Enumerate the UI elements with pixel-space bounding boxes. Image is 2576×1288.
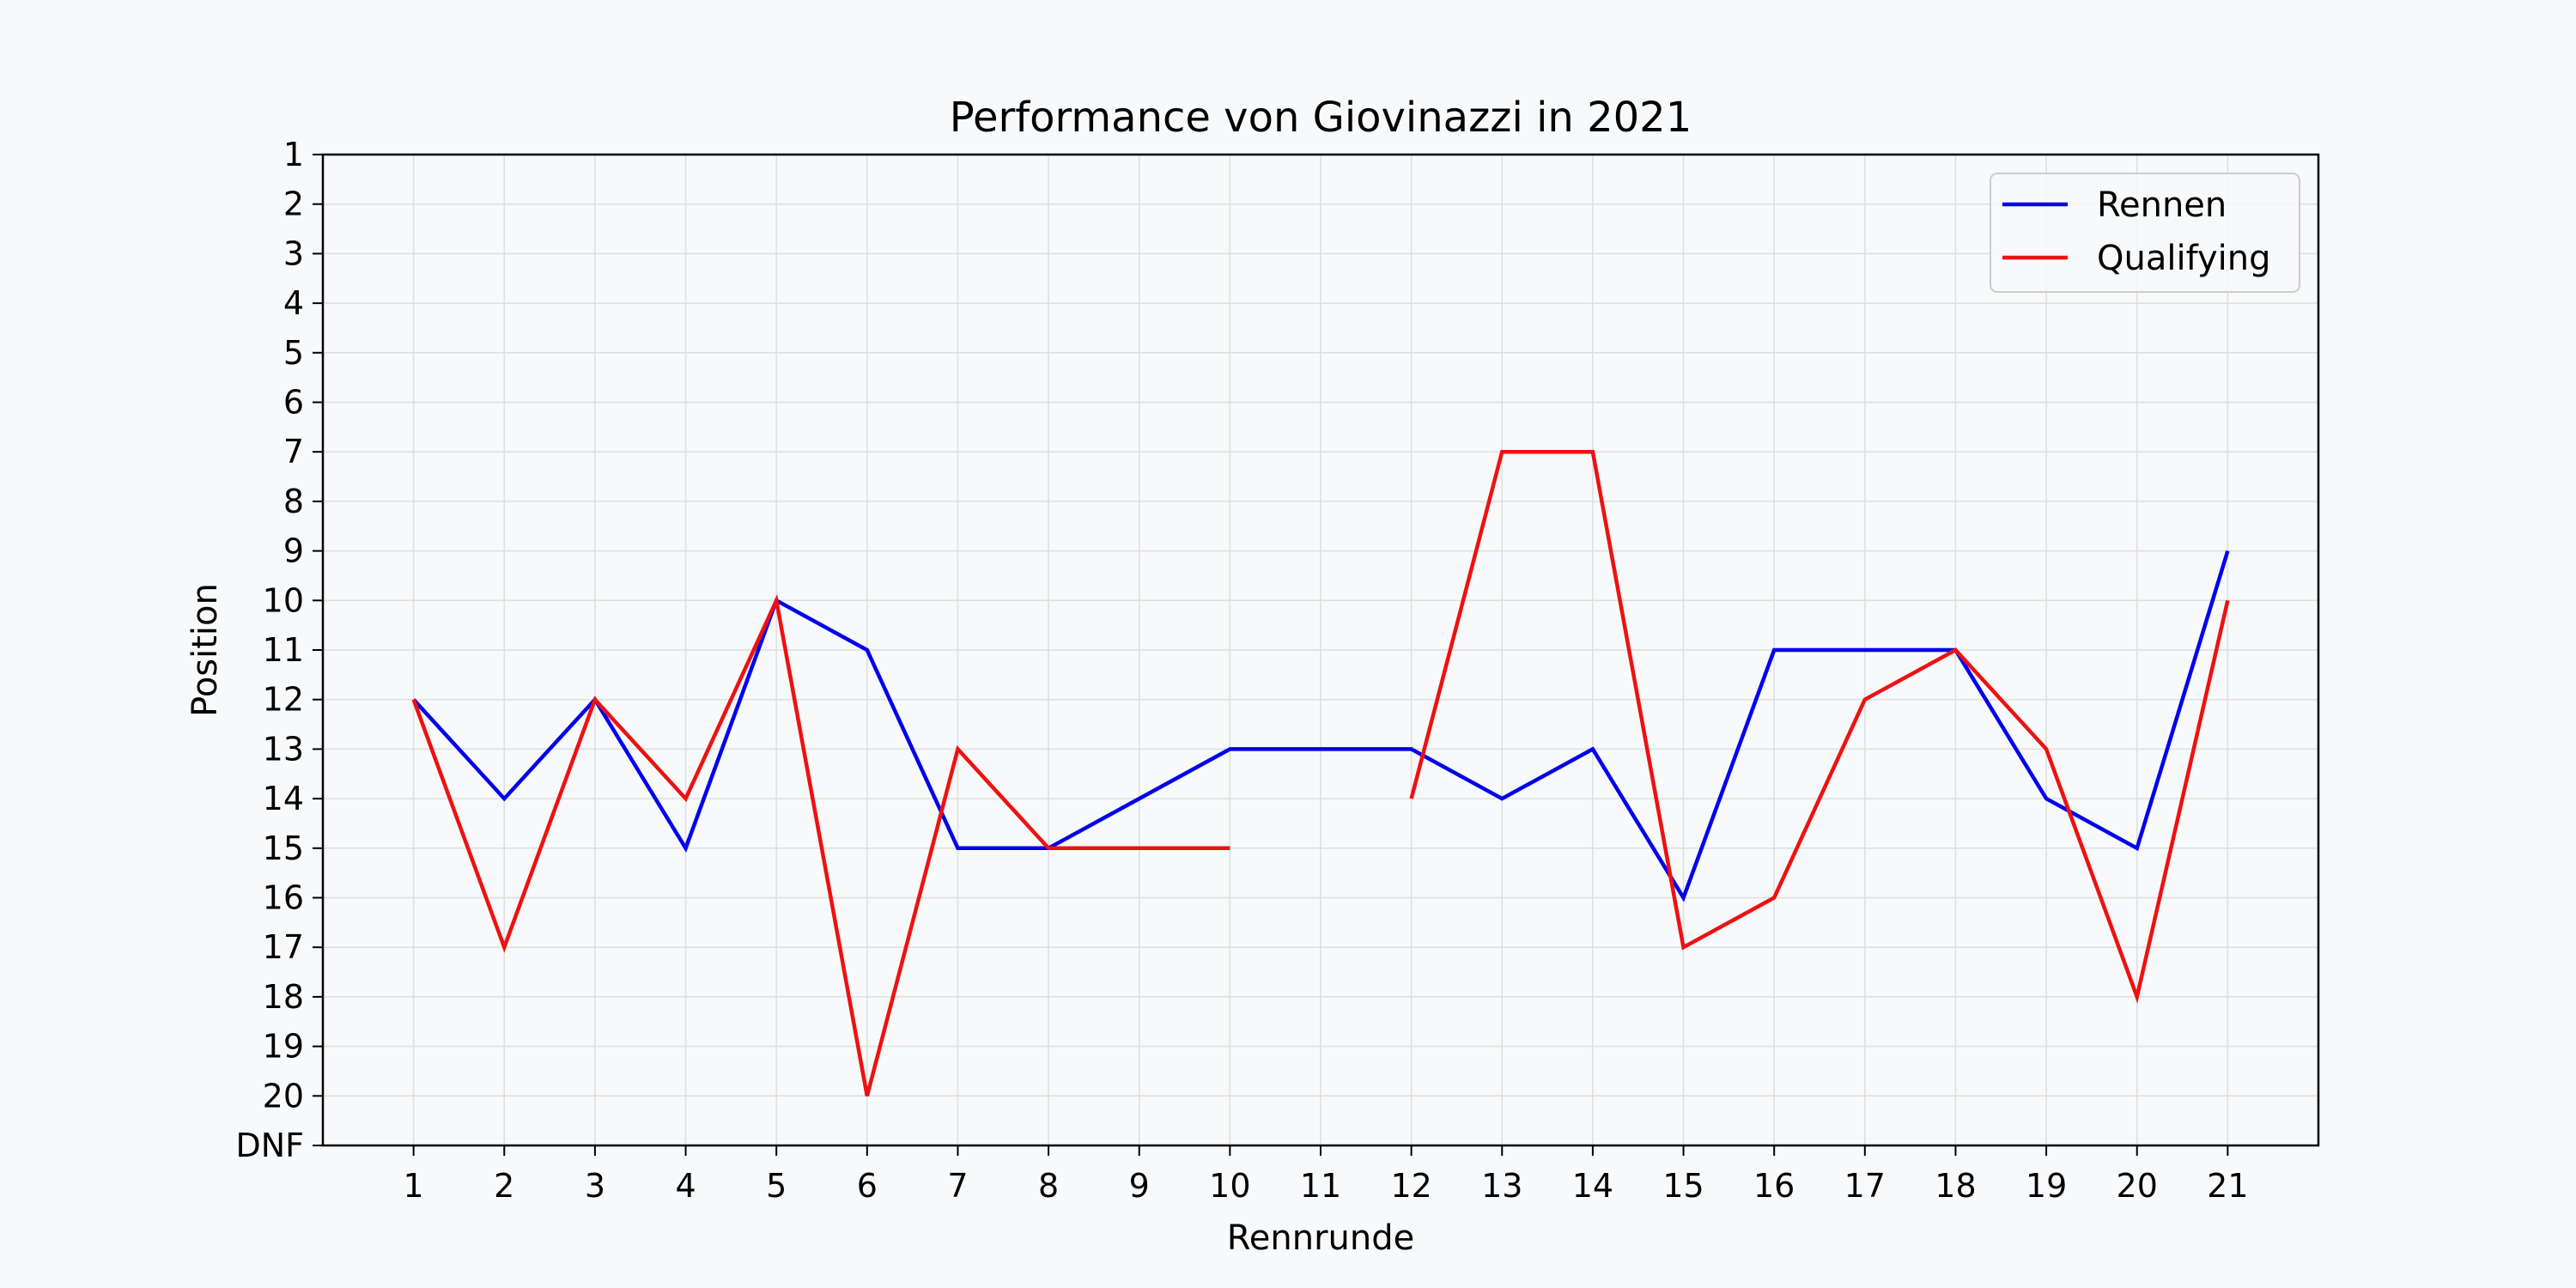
y-tick-label: 17	[263, 928, 304, 966]
y-tick-label: 16	[263, 879, 304, 917]
x-tick-label: 21	[2207, 1167, 2248, 1205]
series-line-rennen	[411, 550, 2230, 902]
x-tick-label: 14	[1572, 1167, 1613, 1205]
y-tick-label: 20	[263, 1077, 304, 1115]
grid	[323, 155, 2318, 1145]
axes: 1 2 3 4 5 6 7 8 9 10 11 12 13 14 15 16 17 18 19 20 211234567…	[235, 136, 2248, 1205]
y-tick-label: 11	[263, 631, 304, 669]
y-tick-label: 7	[283, 433, 304, 471]
x-tick-label: 18	[1935, 1167, 1976, 1205]
x-tick-label: 7	[947, 1167, 968, 1205]
x-tick-label: 16	[1753, 1167, 1795, 1205]
legend: Rennen Qualifying	[1990, 173, 2300, 293]
y-tick-label: 3	[283, 234, 304, 272]
x-tick-label: 11	[1300, 1167, 1341, 1205]
y-tick-label: 5	[283, 334, 304, 372]
x-tick-label: 5	[766, 1167, 787, 1205]
y-axis-title: Position	[185, 583, 225, 717]
x-tick-label: 6	[857, 1167, 878, 1205]
y-tick-label: 6	[283, 384, 304, 422]
series-line-qualifying	[411, 593, 1230, 1097]
x-tick-label: 12	[1390, 1167, 1431, 1205]
x-tick-label: 3	[585, 1167, 605, 1205]
y-tick-label: 14	[263, 780, 304, 817]
y-tick-label: 9	[283, 532, 304, 570]
x-tick-label: 20	[2117, 1167, 2158, 1205]
x-tick-label: 8	[1038, 1167, 1059, 1205]
legend-label: Rennen	[2097, 185, 2227, 225]
x-tick-label: 19	[2026, 1167, 2067, 1205]
legend-label: Qualifying	[2097, 239, 2270, 278]
series-line-qualifying	[1409, 449, 2230, 1004]
y-tick-label: 19	[263, 1028, 304, 1066]
x-tick-label: 17	[1844, 1167, 1886, 1205]
y-tick-label: 13	[263, 730, 304, 768]
x-tick-label: 4	[675, 1167, 696, 1205]
y-tick-label: 8	[283, 483, 304, 520]
chart-title: Performance von Giovinazzi in 2021	[950, 94, 1692, 142]
y-tick-label: 2	[283, 185, 304, 223]
y-tick-label: 15	[263, 829, 304, 867]
y-tick-label: 18	[263, 978, 304, 1016]
x-tick-label: 9	[1129, 1167, 1150, 1205]
y-tick-label: DNF	[235, 1127, 304, 1164]
y-tick-label: 4	[283, 284, 304, 322]
series-lines	[411, 449, 2230, 1097]
x-tick-label: 1	[404, 1167, 424, 1205]
x-tick-label: 10	[1209, 1167, 1250, 1205]
y-tick-label: 10	[263, 581, 304, 619]
x-tick-label: 13	[1481, 1167, 1522, 1205]
y-tick-label: 12	[263, 681, 304, 719]
x-tick-label: 15	[1662, 1167, 1704, 1205]
y-tick-label: 1	[283, 136, 304, 173]
x-tick-label: 2	[494, 1167, 514, 1205]
x-axis-title: Rennrunde	[1227, 1218, 1414, 1258]
